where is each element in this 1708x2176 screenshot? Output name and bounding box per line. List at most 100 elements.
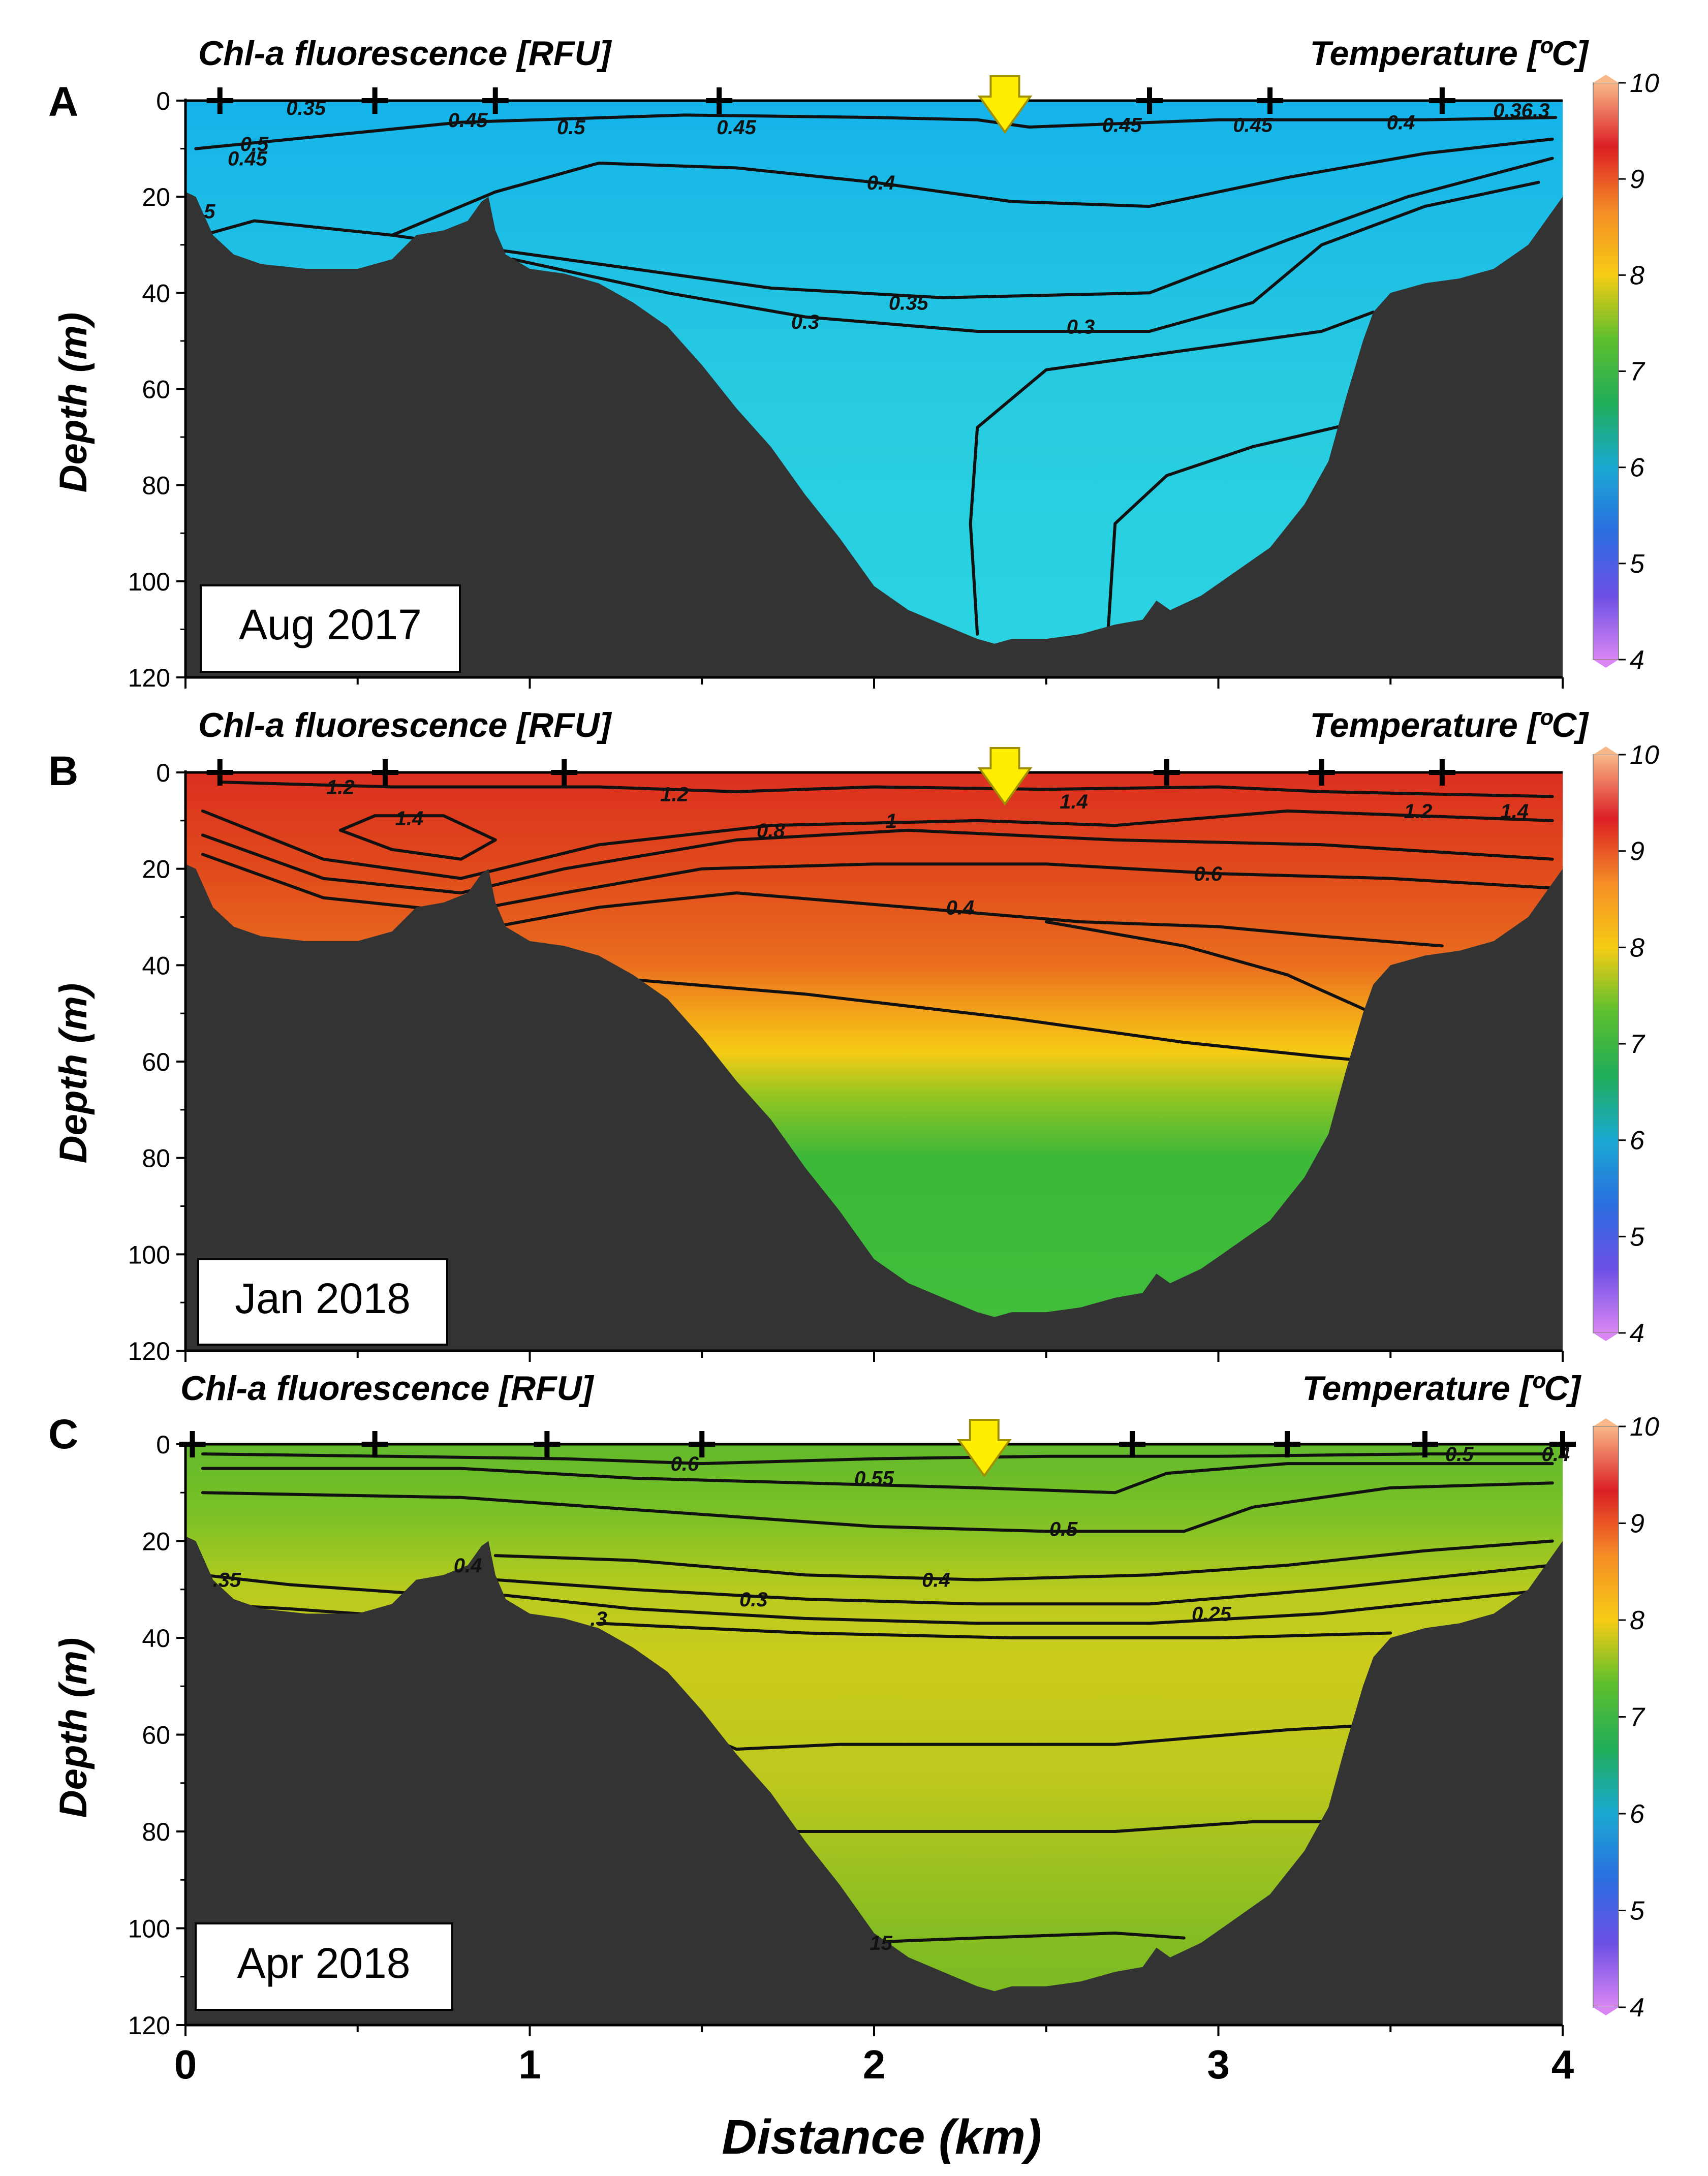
colorbar-tick-label-c-1: 9	[1630, 1509, 1644, 1539]
isoline-c-6	[597, 1622, 1392, 1639]
contour-label-b-4: 1.2	[1404, 800, 1433, 823]
sampling-arrow-c	[956, 1419, 1012, 1478]
station-marker-b-3	[1153, 759, 1180, 786]
isoline-a-4	[969, 310, 1375, 636]
contour-label-b-2: 1.2	[660, 784, 689, 806]
contour-label-b-1: 1.4	[395, 807, 424, 830]
isoline-b-7	[631, 978, 1375, 1063]
contour-label-c-1: 0.55	[854, 1468, 894, 1490]
isoline-c-11	[855, 1932, 1186, 1945]
contour-label-a-1: 0.45	[448, 109, 488, 132]
y-tick-label-b-1: 20	[142, 855, 170, 884]
colorbar-tick-label-b-6: 4	[1630, 1319, 1644, 1348]
colorbar-tick-label-a-3: 7	[1630, 357, 1645, 387]
colorbar-tick-label-a-6: 4	[1630, 645, 1644, 675]
y-tick-label-b-0: 0	[156, 759, 170, 787]
isoline-c-2	[201, 1481, 1554, 1533]
colorbar-cap-bottom-b	[1593, 1333, 1619, 1341]
station-markers-a	[185, 75, 1563, 134]
station-marker-b-1	[371, 759, 398, 786]
colorbar-scale-a	[1593, 82, 1619, 660]
colorbar-tick-label-b-2: 8	[1630, 933, 1644, 962]
station-marker-a-5	[1257, 87, 1284, 114]
station-marker-b-5	[1428, 759, 1455, 786]
isoline-c-0	[201, 1452, 1554, 1466]
station-markers-c	[179, 1419, 1576, 1478]
isoline-a-1	[390, 137, 1554, 237]
contour-label-c-8: 0.5	[1445, 1443, 1474, 1466]
isoline-b-2	[201, 809, 1554, 880]
bathymetry-b	[185, 864, 1563, 1351]
station-marker-a-3	[706, 87, 733, 114]
isoline-b-6	[1044, 920, 1375, 1015]
contour-label-b-5: 1.4	[1500, 800, 1529, 823]
contour-label-a-3: 0.45	[717, 116, 757, 139]
y-tick-label-c-1: 20	[142, 1528, 170, 1556]
x-tick-label-2: 2	[863, 2042, 886, 2087]
colorbar-cap-top-b	[1593, 747, 1619, 755]
station-marker-c-4	[1119, 1431, 1146, 1457]
x-tick-label-1: 1	[518, 2042, 541, 2087]
y-tick-label-c-6: 120	[128, 2011, 170, 2040]
contour-label-c-10: .3	[590, 1608, 607, 1630]
y-tick-label-c-0: 0	[156, 1431, 170, 1459]
isoline-c-3	[493, 1539, 1554, 1581]
date-box-a: Aug 2017	[200, 584, 461, 673]
y-tick-label-b-4: 80	[142, 1144, 170, 1173]
contour-label-a-11: 0.4	[867, 172, 895, 194]
y-tick-label-c-3: 60	[142, 1721, 170, 1750]
contour-label-c-2: 0.5	[1049, 1518, 1078, 1541]
date-label-b: Jan 2018	[235, 1274, 411, 1322]
contour-label-b-0: 1.2	[326, 776, 355, 798]
colorbar-scale-b	[1593, 754, 1619, 1333]
temperature-title-c: Temperature [ºC]	[1302, 1369, 1581, 1408]
contour-label-b-9: 0.4	[946, 897, 975, 919]
colorbar-tick-label-a-0: 10	[1630, 69, 1659, 98]
colorbar-tick-label-a-1: 9	[1630, 165, 1644, 194]
contour-label-c-11: 15	[869, 1932, 892, 1954]
station-marker-b-4	[1308, 759, 1335, 786]
colorbar-cap-bottom-c	[1593, 2007, 1619, 2015]
station-markers-b	[185, 747, 1563, 806]
isoline-c-1	[201, 1462, 1554, 1495]
colorbar-tick-label-b-3: 7	[1630, 1030, 1645, 1059]
date-box-c: Apr 2018	[195, 1922, 453, 2011]
contour-label-b-6: 0.8	[757, 820, 785, 842]
contour-label-a-8: 0.5	[240, 133, 269, 156]
axes-c: 0 20 40 60 80 100 120	[128, 1431, 1564, 2040]
station-marker-b-0	[206, 759, 233, 786]
colorbar-tick-label-c-3: 7	[1630, 1703, 1645, 1732]
y-tick-label-a-1: 20	[142, 183, 170, 211]
y-axis-label-b: Depth (m)	[52, 983, 95, 1164]
isoline-a-5	[1106, 421, 1358, 631]
isoline-b-5	[493, 891, 1444, 948]
colorbar-a: 10 9 8 7 6 5 4	[1593, 69, 1659, 675]
contour-label-c-6: .35	[212, 1569, 241, 1592]
contour-label-a-4: 0.45	[1102, 114, 1142, 136]
chl-a-title-c: Chl-a fluorescence [RFU]	[180, 1369, 595, 1408]
panel-letter-c: C	[48, 1411, 78, 1457]
station-marker-c-7	[1549, 1431, 1576, 1457]
temperature-title-b: Temperature [ºC]	[1310, 706, 1589, 744]
y-tick-label-a-5: 100	[128, 568, 170, 596]
contour-label-a-14: 0.3	[1067, 316, 1095, 338]
colorbar-tick-label-b-4: 6	[1630, 1126, 1644, 1156]
contour-label-b-3: 1.4	[1060, 791, 1088, 813]
colorbar-cap-top-a	[1593, 75, 1619, 83]
contour-label-a-2: 0.5	[557, 116, 585, 139]
station-marker-c-5	[1274, 1431, 1300, 1457]
contour-label-a-5: 0.45	[1233, 114, 1273, 136]
bathymetry-c	[185, 1536, 1563, 2025]
panel-letter-b: B	[48, 748, 78, 794]
contour-label-c-0: 0.6	[671, 1453, 699, 1475]
contour-label-a-9: 0.45	[228, 148, 268, 170]
colorbar-tick-label-b-0: 10	[1630, 740, 1659, 770]
station-marker-c-6	[1412, 1431, 1438, 1457]
colorbar-tick-label-c-5: 5	[1630, 1897, 1645, 1926]
station-marker-a-1	[361, 87, 388, 114]
station-marker-a-4	[1136, 87, 1163, 114]
y-tick-label-a-3: 60	[142, 376, 170, 404]
colorbar-tick-label-c-2: 8	[1630, 1606, 1644, 1635]
panel-letter-a: A	[48, 79, 78, 125]
